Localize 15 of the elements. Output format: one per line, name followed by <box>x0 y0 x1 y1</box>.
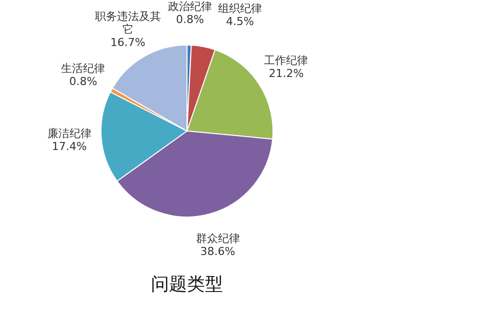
slice-label: 政治纪律 <box>168 0 212 14</box>
slice-label: 群众纪律 <box>196 232 240 245</box>
data-label: 0.8% <box>176 13 204 26</box>
slice-label: 廉洁纪律 <box>47 126 92 140</box>
data-label: 16.7% <box>110 36 146 49</box>
text: 问题类型 <box>151 274 223 295</box>
data-label: 21.2% <box>268 67 304 80</box>
data-label: 4.5% <box>226 15 254 28</box>
data-label: 0.8% <box>69 74 98 88</box>
slice-label: 组织纪律 <box>218 2 262 16</box>
data-label: 38.6% <box>200 244 236 258</box>
slice-label: 工作纪律 <box>264 54 308 68</box>
slice-label: 生活纪律 <box>61 62 106 75</box>
data-label: 17.4% <box>52 140 87 153</box>
slice-label: 职务违法及其它 <box>94 10 161 36</box>
